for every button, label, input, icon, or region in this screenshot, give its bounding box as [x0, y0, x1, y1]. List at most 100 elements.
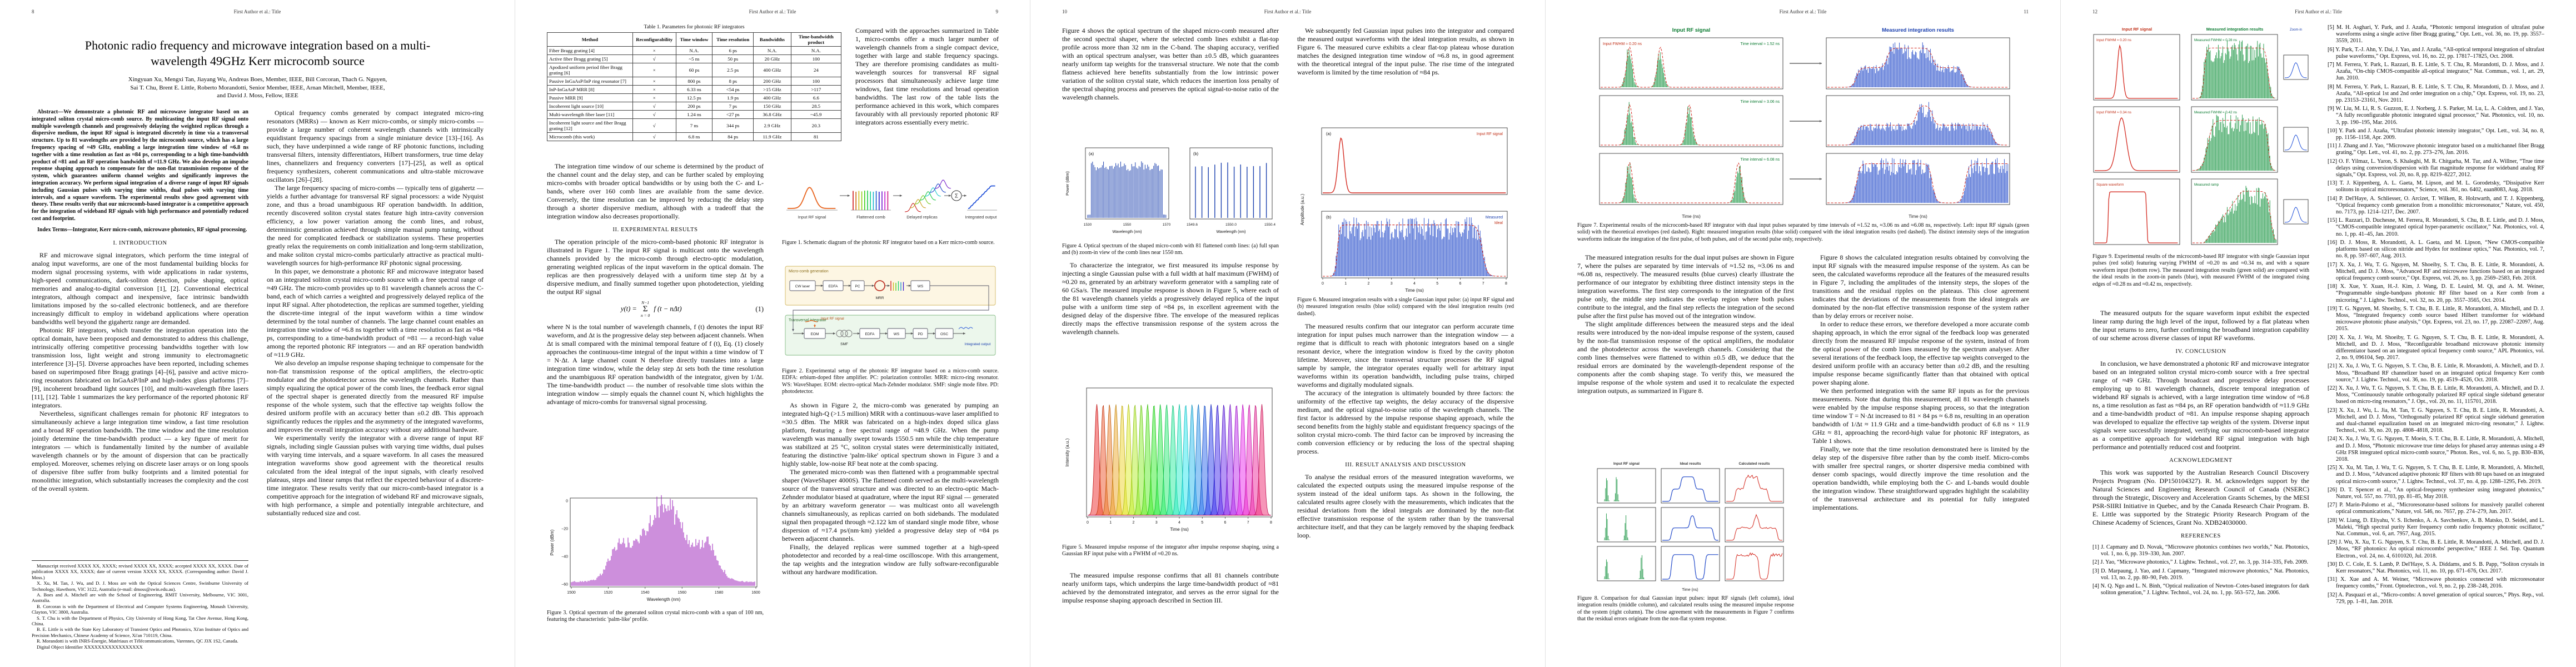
- figure-label: −40: [561, 555, 568, 559]
- figure-8: Input RF signal Ideal results Calculated r…: [1577, 459, 1794, 623]
- first-page-footnote: Manuscript received XXXX XX, XXXX; revis…: [32, 560, 248, 650]
- index-terms: Index Terms—Integrator, Kerr micro-comb,…: [37, 226, 247, 233]
- table-row: Active fiber Bragg grating [5] √ ~5 ns 50 p…: [547, 54, 842, 63]
- table-cell: >117: [790, 85, 842, 94]
- table-cell: 200 GHz: [753, 77, 791, 86]
- figure-label: Micro-comb generation: [789, 270, 829, 273]
- figure-label: 1500: [567, 591, 576, 595]
- figure-label: 1570: [1163, 223, 1171, 227]
- reference-item: [9] W. Liu, M. Li, R. S. Guzzon, E. J. N…: [2328, 106, 2544, 126]
- figure-label: 4: [1178, 521, 1180, 525]
- figure-label: Power (dBm): [550, 529, 555, 555]
- footnote-line: A. Boes and A. Mitchell are with the Sch…: [32, 592, 248, 604]
- table-cell: 8 ps: [712, 77, 754, 86]
- figure-label: Input RF signal: [821, 317, 844, 321]
- table-cell: √: [632, 118, 676, 133]
- figure-label: 1520: [604, 591, 613, 595]
- page1-right-column: Optical frequency combs generated by com…: [267, 109, 484, 646]
- body-paragraph: Finally, we note that the time resolutio…: [1812, 445, 2029, 511]
- reference-item: [12] O. F. Yilmaz, L. Yaron, S. Khaleghi…: [2328, 158, 2544, 178]
- reference-item: [3] D. Marpaung, J. Yao, and J. Capmany,…: [2092, 568, 2309, 581]
- table-cell: Apodized uniform period fiber Bragg grat…: [547, 63, 633, 77]
- figure-label: Integrated output: [965, 215, 998, 220]
- figure-label: Delayed replicas: [906, 215, 938, 220]
- table-cell: Active fiber Bragg grating [5]: [547, 54, 633, 63]
- figure-caption: Figure 4. Optical spectrum of the shaped…: [1062, 243, 1279, 256]
- equation-lhs: y(t) =: [620, 305, 637, 313]
- figure-label: WS: [918, 285, 924, 288]
- equation-rhs: f (t − nΔt): [654, 305, 682, 313]
- body-paragraph: We experimentally verify the integrator …: [267, 434, 484, 517]
- reference-item: [20] X. Xu, J. Wu, M. Shoeiby, T. G. Ngu…: [2328, 334, 2544, 361]
- page5-right-column: [5] M. H. Asghari, Y. Park, and J. Azaña…: [2328, 24, 2544, 646]
- figure-caption: Figure 8. Comparison for dual Gaussian i…: [1577, 595, 1794, 623]
- table-row: Incoherent light source [10] √ 200 ps 7 ps 1…: [547, 102, 842, 111]
- figure-caption: Figure 2. Experimental setup of the phot…: [782, 368, 999, 395]
- figure-9: Input RF signal Measured integration resu…: [2092, 24, 2309, 288]
- body-paragraph: where N is the total number of wavelengt…: [547, 322, 764, 406]
- figure-label: Zoom-in: [2290, 28, 2302, 32]
- figure-label: Wavelength (nm): [1112, 230, 1142, 234]
- figure-label: (a): [1326, 131, 1332, 136]
- figure-label: CW laser: [795, 285, 811, 288]
- table-header-cell: Time window: [675, 32, 713, 47]
- body-paragraph: The integration time window of our schem…: [547, 162, 764, 220]
- table-cell: 12.5 ps: [675, 93, 713, 102]
- table-cell: 6.8 ns: [675, 132, 713, 141]
- paper-title: Photonic radio frequency and microwave i…: [84, 38, 431, 68]
- figure-label: 1560: [677, 591, 686, 595]
- figure-label: 1: [1344, 282, 1347, 286]
- page-number: 9: [995, 9, 999, 14]
- reference-item: [32] A. Pasquazi et al., “Micro-combs: A…: [2328, 591, 2544, 605]
- table-cell: 20 GHz: [753, 54, 791, 63]
- figure-label: Input RF signal: [798, 215, 826, 220]
- body-paragraph: Figure 8 shows the calculated integratio…: [1812, 253, 2029, 320]
- acknowledgment-paragraph: This work was supported by the Australia…: [2092, 469, 2309, 526]
- body-paragraph: To analyse the residual errors of the me…: [1297, 473, 1514, 539]
- page-4: First Author et al.: Title 11 Input RF s…: [1546, 0, 2061, 667]
- table-cell: 24: [790, 63, 842, 77]
- figure-label: Calculated results: [1739, 462, 1770, 466]
- figure-label: 1550.0: [1225, 223, 1237, 227]
- figure-label: 1: [1109, 521, 1112, 525]
- table-cell: 150 GHz: [753, 102, 791, 111]
- figure-label: Square waveform: [2096, 183, 2124, 187]
- body-paragraph: In this paper, we demonstrate a photonic…: [267, 267, 484, 359]
- body-paragraph: The generated micro-comb was then flatte…: [782, 468, 999, 542]
- figure-label: EDFA: [865, 332, 875, 336]
- section-heading-2: II. EXPERIMENTAL RESULTS: [612, 227, 698, 233]
- table-row: Passive InGaAsP/InP ring resonator [7] × 8…: [547, 77, 842, 86]
- varying-fwhm-results-graphic: Input RF signal Measured integration resu…: [2093, 27, 2309, 245]
- figure-label: Wavelength (nm): [1216, 230, 1245, 234]
- page5-left-column: The measured outputs for the square wave…: [2092, 309, 2309, 646]
- figure-caption: Figure 6. Measured integration results w…: [1297, 297, 1514, 317]
- page-2: First Author et al.: Title 9 Table 1. Pa…: [515, 0, 1030, 667]
- table-row: InP-InGaAsP MRR [8] × 6.33 ns <54 ps >15 GHz…: [547, 85, 842, 94]
- table-cell: √: [632, 102, 676, 111]
- experimental-setup-graphic: Micro-comb generation Transversal integra…: [785, 266, 996, 356]
- figure-label: 3: [1391, 282, 1393, 286]
- body-paragraph: RF and microwave signal integrators, whi…: [32, 251, 248, 326]
- figure-label: OSC: [940, 332, 948, 336]
- figure-label: EDFA: [829, 285, 839, 288]
- figure-label: Power (dBm): [1065, 171, 1070, 196]
- figure-6: (a) Input RF signal (b) Measured Ideal 0 1 2 3 4 5…: [1297, 123, 1514, 317]
- reference-item: [27] P. Marin-Palomo et al., “Microreson…: [2328, 502, 2544, 515]
- page2-left-column: The integration time window of our schem…: [547, 162, 764, 488]
- figure-label: 1540: [641, 591, 650, 595]
- table-cell: 81: [790, 132, 842, 141]
- figure-caption: Figure 7. Experimental results of the mi…: [1577, 222, 2029, 242]
- table-header-cell: Reconfigurability: [632, 32, 676, 47]
- table-cell: Multi-wavelength fiber laser [11]: [547, 110, 633, 119]
- table-cell: 1.9 ps: [712, 93, 754, 102]
- page-header: 8 First Author et al.: Title: [32, 9, 483, 16]
- table-cell: ×: [632, 77, 676, 86]
- figure-label: Input FWHM ≈ 0.20 ns: [1603, 42, 1642, 46]
- author-line: and David J. Moss, Fellow, IEEE: [217, 92, 298, 99]
- figure-label: 6: [1459, 282, 1462, 286]
- author-list: Xingyuan Xu, Mengxi Tan, Jiayang Wu, And…: [56, 76, 460, 100]
- figure-label: 7: [1482, 282, 1484, 286]
- figure-label: Amplitude (a.u.): [1300, 193, 1305, 225]
